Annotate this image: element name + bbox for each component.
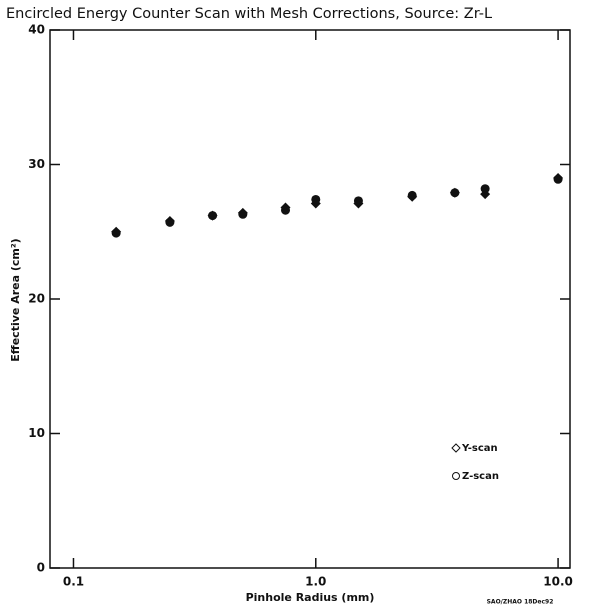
- y-axis-label: Effective Area (cm²): [9, 238, 22, 361]
- y-tick-label: 20: [28, 292, 45, 306]
- x-tick-label: 10.0: [543, 575, 573, 589]
- point: [111, 228, 121, 238]
- point: [281, 205, 291, 215]
- y-tick-label: 30: [28, 157, 45, 171]
- x-tick-label: 0.1: [63, 575, 84, 589]
- point: [238, 209, 248, 219]
- chart-title: Encircled Energy Counter Scan with Mesh …: [6, 6, 492, 22]
- legend-label: Y-scan: [461, 443, 498, 454]
- point: [311, 194, 321, 204]
- annotation: SAO/ZHAO 18Dec92: [487, 599, 554, 606]
- legend-marker: [451, 443, 461, 453]
- point: [353, 196, 363, 206]
- point: [450, 188, 460, 198]
- point: [208, 211, 218, 221]
- legend-marker: [452, 472, 460, 480]
- plot-frame: [49, 29, 571, 569]
- y-tick-label: 10: [28, 426, 45, 440]
- point: [480, 184, 490, 194]
- x-axis-label: Pinhole Radius (mm): [246, 591, 375, 604]
- point: [407, 190, 417, 200]
- legend-label: Z-scan: [462, 471, 499, 482]
- point: [553, 174, 563, 184]
- x-tick-label: 1.0: [305, 575, 326, 589]
- y-tick-label: 40: [28, 23, 45, 37]
- y-tick-label: 0: [37, 561, 45, 575]
- point: [165, 217, 175, 227]
